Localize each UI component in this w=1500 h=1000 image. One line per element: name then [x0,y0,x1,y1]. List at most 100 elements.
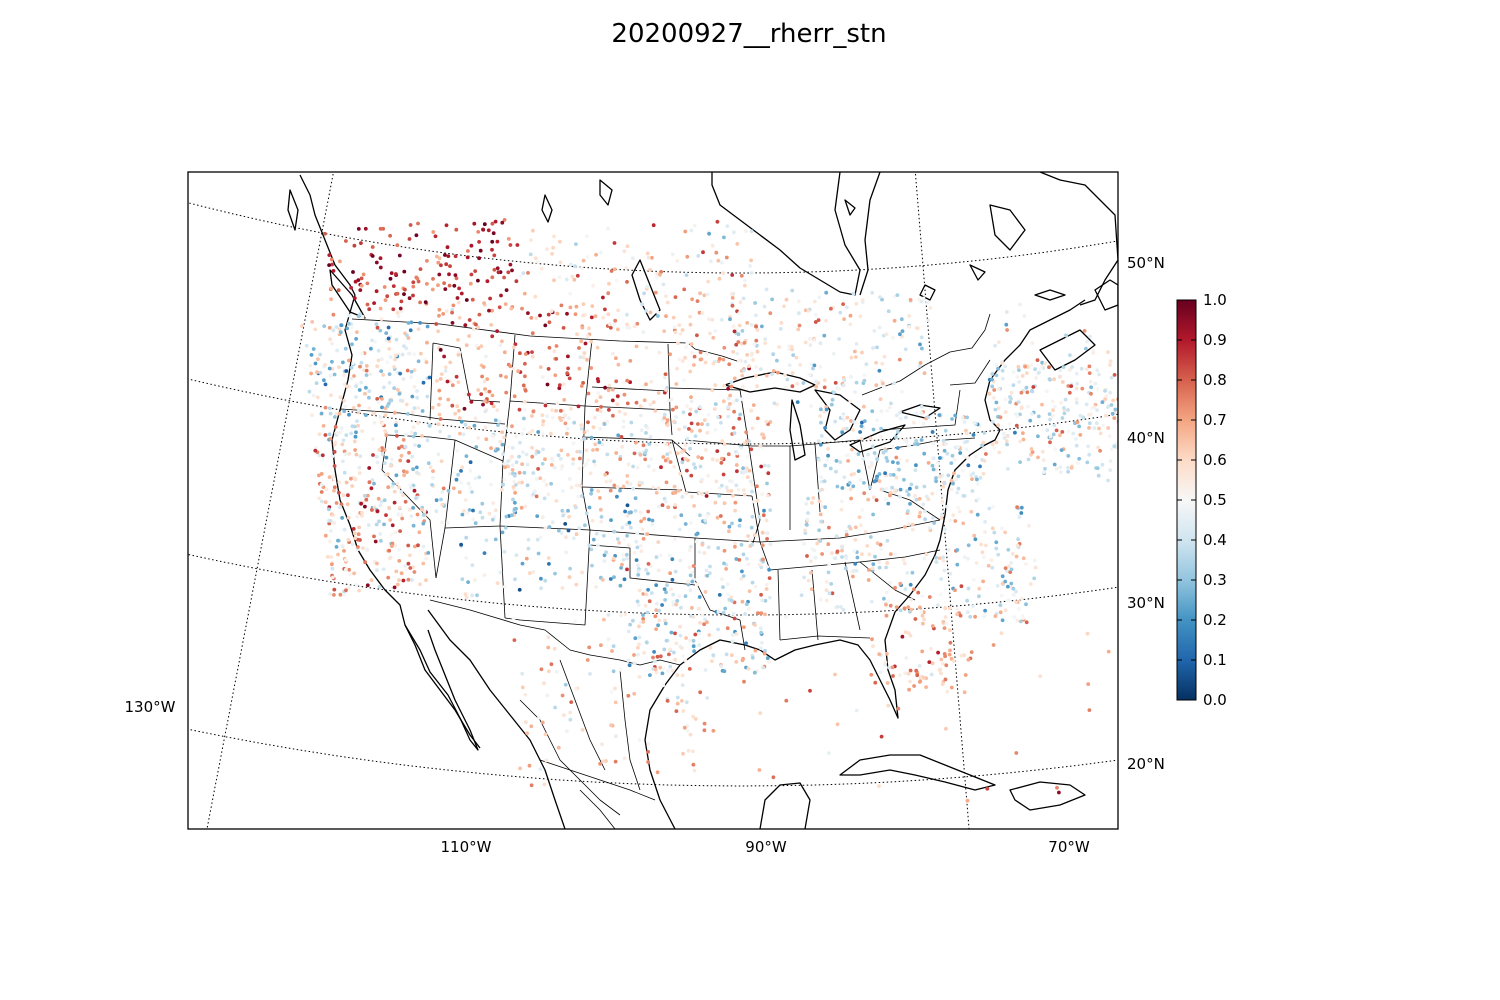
station-point [891,460,895,464]
station-point [1060,416,1065,420]
station-point [1027,523,1031,528]
station-point [573,619,577,624]
station-point [955,607,960,612]
station-point [1097,426,1101,431]
station-point [332,464,337,468]
station-point [521,383,526,388]
station-point [842,317,846,321]
station-point [402,292,406,296]
station-point [881,333,886,338]
station-point [547,345,552,350]
station-point [908,633,913,638]
station-point [767,576,772,580]
station-point [337,327,342,332]
station-point [359,380,364,385]
station-point [500,530,505,535]
station-point [612,483,617,488]
station-point [1062,406,1066,410]
station-point [481,365,486,369]
station-point [355,419,359,423]
station-point [605,452,610,457]
station-point [664,294,668,299]
station-point [579,427,584,431]
station-point [613,759,618,764]
station-point [395,243,400,248]
colorbar-tick-label: 0.7 [1203,411,1227,429]
station-point [819,519,823,524]
station-point [574,242,578,247]
station-point [827,751,831,755]
station-point [939,513,944,517]
station-point [471,327,476,332]
station-point [416,359,421,364]
station-point [447,283,452,288]
station-point [737,323,742,328]
station-point [343,452,348,457]
station-point [971,471,976,476]
station-point [702,293,707,298]
station-point [328,437,333,441]
station-point [917,364,922,368]
station-point [868,436,873,441]
station-point [556,745,561,750]
station-point [750,426,755,431]
station-point [347,358,351,363]
station-point [816,439,821,443]
station-point [1068,367,1072,372]
station-point [818,442,823,447]
station-point [677,323,682,327]
station-point [714,479,719,484]
station-point [807,372,812,377]
station-point [764,518,769,523]
station-point [487,511,492,516]
station-point [573,264,577,269]
station-point [760,530,765,535]
station-point [690,579,695,584]
station-point [406,577,411,582]
station-point [370,254,375,258]
station-point [680,699,684,703]
station-point [673,490,678,495]
station-point [310,413,314,418]
station-point [843,566,848,571]
station-point [920,649,925,654]
station-point [887,405,892,410]
station-point [717,356,722,361]
station-point [894,475,899,480]
station-point [1015,414,1020,418]
station-point [423,300,428,304]
station-point [666,398,671,403]
station-point [477,312,482,317]
station-point [1000,581,1005,586]
station-point [730,273,735,277]
station-point [749,322,754,327]
station-point [1054,428,1059,433]
station-point [653,409,658,413]
station-point [1108,459,1113,464]
station-point [866,452,870,457]
station-point [1006,547,1011,552]
station-point [663,621,668,626]
station-point [585,255,590,259]
station-point [993,407,998,412]
station-point [731,494,735,498]
station-point [341,493,346,498]
station-point [740,329,745,333]
station-point [1202,355,1206,359]
station-point [372,481,376,486]
parallel-50 [188,202,1118,274]
station-point [511,497,515,502]
station-point [934,476,938,480]
station-point [445,245,450,250]
station-point [425,282,429,286]
station-point [722,520,727,525]
station-point [368,372,373,377]
station-point [361,546,365,550]
station-point [664,590,668,595]
station-point [552,278,556,283]
station-point [762,651,767,656]
station-point [1129,675,1133,679]
station-point [706,412,711,417]
station-point [612,241,617,245]
station-point [1018,460,1022,464]
